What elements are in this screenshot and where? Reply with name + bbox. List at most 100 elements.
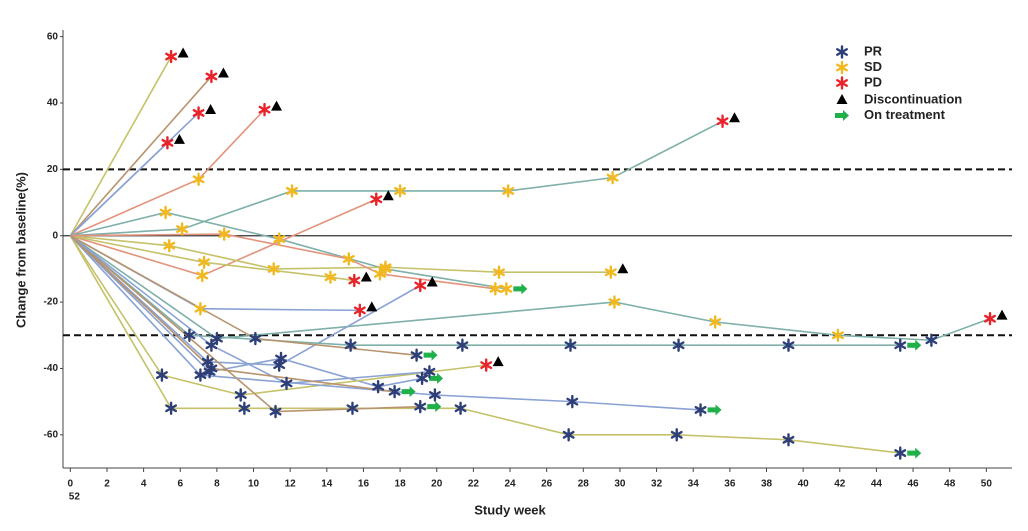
response-marker <box>416 371 429 386</box>
x-tick-label: 40 <box>798 479 810 490</box>
response-marker <box>782 338 795 352</box>
x-tick-label: 6 <box>177 479 183 490</box>
x-tick-label: 18 <box>395 479 407 490</box>
response-marker <box>562 428 575 442</box>
response-marker <box>604 265 617 279</box>
response-marker <box>414 278 427 293</box>
response-marker <box>348 273 361 288</box>
legend-marker <box>835 110 849 121</box>
response-marker <box>342 252 355 266</box>
response-marker <box>165 49 178 64</box>
response-marker <box>267 262 280 276</box>
x-tick-label: 38 <box>761 479 773 490</box>
response-marker <box>502 184 515 198</box>
patient-line <box>69 235 421 366</box>
on-treatment-marker <box>427 401 442 413</box>
response-marker <box>258 102 271 117</box>
discontinuation-marker <box>996 309 1008 320</box>
response-marker <box>275 351 287 366</box>
x-tick-label: 28 <box>578 479 590 490</box>
response-marker <box>423 365 436 379</box>
on-treatment-marker <box>429 372 444 384</box>
response-marker <box>694 403 707 417</box>
legend-label: PD <box>864 74 882 89</box>
patient-line <box>69 235 901 454</box>
x-tick-label: 24 <box>504 479 516 490</box>
response-marker <box>566 394 579 409</box>
discontinuation-marker <box>382 190 394 201</box>
patient-line <box>69 75 212 237</box>
y-tick-label: 20 <box>47 164 59 175</box>
response-marker <box>194 368 207 382</box>
response-marker <box>480 358 493 372</box>
patient-line <box>69 235 991 342</box>
response-marker <box>372 380 385 394</box>
discontinuation-marker <box>366 301 378 312</box>
y-tick-label: 60 <box>47 31 59 42</box>
legend-label: SD <box>864 59 882 74</box>
response-marker <box>564 338 577 352</box>
response-marker <box>454 401 467 415</box>
x-tick-label: 12 <box>285 479 297 490</box>
discontinuation-marker <box>177 47 189 58</box>
patient-line <box>69 235 487 396</box>
response-marker <box>324 270 337 284</box>
response-marker <box>198 255 211 269</box>
discontinuation-marker <box>217 67 229 78</box>
y-tick-label: 40 <box>47 98 59 109</box>
response-marker <box>183 328 196 342</box>
legend-marker <box>836 60 848 75</box>
response-marker <box>218 227 231 241</box>
y-axis-title: Change from baseline(%) <box>13 172 28 328</box>
x-tick-label: 34 <box>688 479 700 490</box>
discontinuation-marker <box>360 271 372 282</box>
x-tick-label: 14 <box>321 479 333 490</box>
on-treatment-marker <box>707 404 722 416</box>
legend-marker <box>836 45 848 59</box>
response-marker <box>782 433 795 447</box>
x-tick-label: 32 <box>651 479 663 490</box>
response-marker <box>192 172 205 187</box>
response-marker <box>155 368 168 382</box>
response-marker <box>346 401 359 415</box>
response-marker <box>205 69 218 84</box>
patient-line <box>70 211 507 290</box>
x-tick-label: 30 <box>614 479 626 490</box>
discontinuation-marker <box>426 276 438 287</box>
response-marker <box>894 446 907 460</box>
response-marker <box>709 315 722 329</box>
y-tick-label: 0 <box>52 230 58 241</box>
response-marker <box>894 338 907 352</box>
x-tick-label: 4 <box>141 479 147 490</box>
x-tick-label: 52 <box>69 492 81 503</box>
legend-label: On treatment <box>864 107 946 122</box>
response-marker <box>410 348 423 362</box>
on-treatment-marker <box>423 349 438 361</box>
response-marker <box>428 388 441 402</box>
response-marker <box>672 338 685 352</box>
response-marker <box>234 388 247 402</box>
response-marker <box>353 303 366 318</box>
x-tick-label: 50 <box>981 479 993 490</box>
response-marker <box>831 328 844 342</box>
x-tick-label: 26 <box>541 479 553 490</box>
response-marker <box>269 404 282 419</box>
x-tick-label: 36 <box>724 479 736 490</box>
response-marker <box>606 170 619 185</box>
response-marker <box>608 295 621 309</box>
patient-line <box>69 235 417 356</box>
response-marker <box>344 338 357 352</box>
response-marker <box>194 302 207 316</box>
x-tick-label: 46 <box>908 479 920 490</box>
x-tick-label: 48 <box>944 479 956 490</box>
x-tick-label: 2 <box>104 479 110 490</box>
response-marker <box>925 333 938 347</box>
on-treatment-marker <box>513 283 528 295</box>
response-marker <box>388 384 401 399</box>
response-marker <box>238 401 251 415</box>
x-tick-label: 22 <box>468 479 480 490</box>
response-marker <box>394 184 407 198</box>
on-treatment-marker <box>907 447 922 459</box>
x-tick-label: 44 <box>871 479 883 490</box>
x-tick-label: 8 <box>214 479 220 490</box>
